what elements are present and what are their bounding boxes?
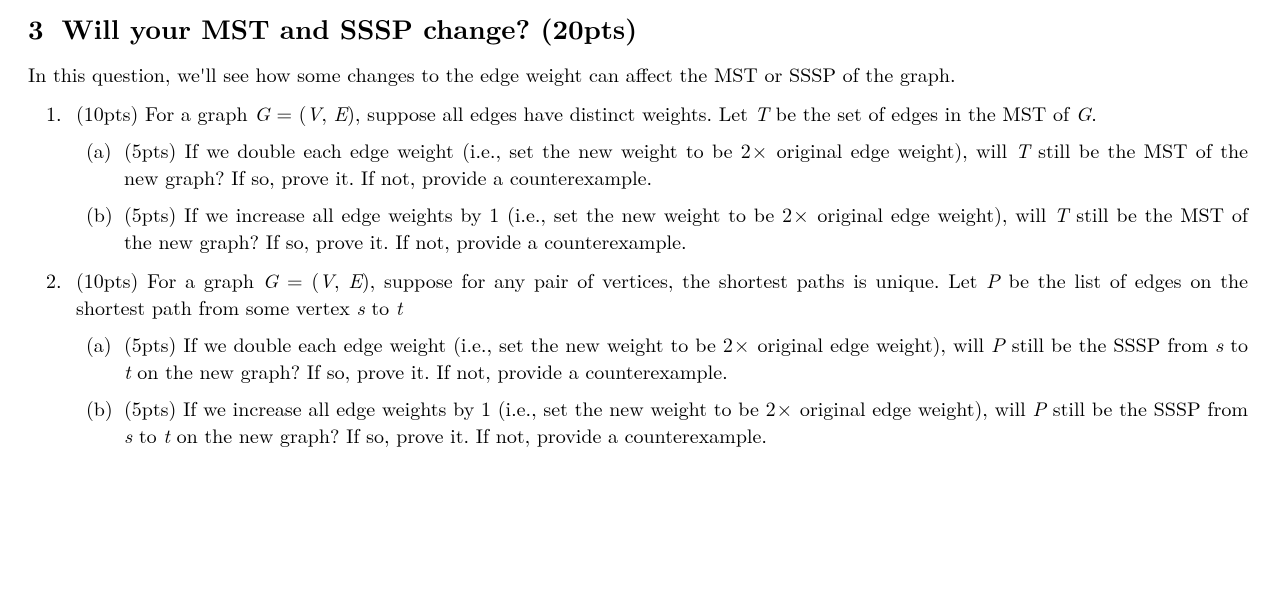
q1-period: . <box>1091 98 1097 127</box>
q1b: (b) (5pts) If we increase all edge weigh… <box>86 200 1248 254</box>
section-number: 3 <box>28 10 44 46</box>
section-heading: 3 Will your MST and SSSP change? (20pts) <box>28 10 1248 46</box>
times-symbol: × <box>733 329 751 358</box>
intro-paragraph: In this question, we'll see how some cha… <box>28 60 1248 87</box>
var-P: P <box>1032 393 1046 422</box>
q1a-marker: (a) <box>86 136 112 163</box>
q2-text: (10pts) For a graph G = (V, E), suppose … <box>76 265 1248 321</box>
question-1: 1. (10pts) For a graph G = (V, E), suppo… <box>46 99 1248 254</box>
q1b-p1: (5pts) If we increase all edge weights b… <box>124 199 792 228</box>
var-t: t <box>396 292 403 321</box>
q2a-to: to <box>1223 329 1248 358</box>
q2b-p1: (5pts) If we increase all edge weights b… <box>124 393 776 422</box>
q1-prefix: (10pts) For a graph <box>76 98 254 127</box>
q1-text: (10pts) For a graph G = (V, E), suppose … <box>76 98 1097 127</box>
var-G2: G <box>1076 98 1091 127</box>
q2-eq-end: ), suppose for any pair of vertices, the… <box>362 265 986 294</box>
var-P: P <box>986 265 1000 294</box>
q1-subparts: (a) (5pts) If we double each edge weight… <box>76 136 1248 254</box>
var-T: T <box>1015 135 1029 164</box>
q1-comma: , <box>321 98 333 127</box>
q2-eq-mid: = ( <box>278 265 319 294</box>
var-t: t <box>163 420 170 449</box>
q2a-p3: still be the SSSP from <box>1005 329 1215 358</box>
q1-after-T: be the set of edges in the MST of <box>769 98 1076 127</box>
var-s: s <box>1215 329 1223 358</box>
var-T: T <box>755 98 769 127</box>
q2b: (b) (5pts) If we increase all edge weigh… <box>86 394 1248 448</box>
q1b-marker: (b) <box>86 200 113 227</box>
var-T: T <box>1054 199 1068 228</box>
q2a-marker: (a) <box>86 330 112 357</box>
q2b-p4: on the new graph? If so, prove it. If no… <box>170 420 767 449</box>
q1a-p1: (5pts) If we double each edge weight (i.… <box>124 135 751 164</box>
q1b-p2: original edge weight), will <box>810 199 1054 228</box>
var-s: s <box>124 420 132 449</box>
page: 3Will your MST and SSSP change? (20pts) … <box>0 0 1276 476</box>
q1a: (a) (5pts) If we double each edge weight… <box>86 136 1248 190</box>
var-G: G <box>254 98 269 127</box>
question-2: 2. (10pts) For a graph G = (V, E), suppo… <box>46 266 1248 448</box>
q2a: (a) (5pts) If we double each edge weight… <box>86 330 1248 384</box>
q1-eq-mid: = ( <box>270 98 307 127</box>
q2b-marker: (b) <box>86 394 113 421</box>
question-list: 1. (10pts) For a graph G = (V, E), suppo… <box>28 99 1248 448</box>
times-symbol: × <box>751 135 769 164</box>
times-symbol: × <box>776 393 794 422</box>
q2-marker: 2. <box>46 266 62 293</box>
var-t: t <box>124 356 131 385</box>
q1a-p2: original edge weight), will <box>768 135 1015 164</box>
q2b-to: to <box>132 420 163 449</box>
q2b-p3: still be the SSSP from <box>1046 393 1248 422</box>
q2b-p2: original edge weight), will <box>793 393 1032 422</box>
q2-comma: , <box>334 265 348 294</box>
times-symbol: × <box>792 199 810 228</box>
q2a-p2: original edge weight), will <box>750 329 991 358</box>
var-E: E <box>334 98 348 127</box>
var-V: V <box>319 265 334 294</box>
var-P: P <box>991 329 1005 358</box>
q1-eq-end: ), suppose all edges have distinct weigh… <box>347 98 754 127</box>
q2-prefix: (10pts) For a graph <box>76 265 263 294</box>
var-E: E <box>348 265 362 294</box>
q2-subparts: (a) (5pts) If we double each edge weight… <box>76 330 1248 448</box>
q2-to: to <box>365 292 396 321</box>
q2a-p1: (5pts) If we double each edge weight (i.… <box>124 329 733 358</box>
section-title: Will your MST and SSSP change? (20pts) <box>62 8 638 47</box>
q1-marker: 1. <box>46 99 62 126</box>
var-s: s <box>356 292 364 321</box>
var-G: G <box>263 265 278 294</box>
var-V: V <box>306 98 321 127</box>
q2a-p4: on the new graph? If so, prove it. If no… <box>131 356 728 385</box>
